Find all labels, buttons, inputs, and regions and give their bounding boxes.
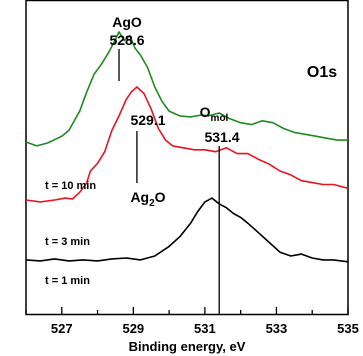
ago-label: AgO bbox=[112, 14, 142, 30]
curve-label-t3: t = 3 min bbox=[45, 236, 90, 248]
plot-frame bbox=[25, 0, 349, 316]
ago-value: 528.6 bbox=[109, 32, 144, 48]
ag2o-label-tail: O bbox=[155, 189, 166, 205]
x-tick-label: 531 bbox=[194, 321, 216, 336]
x-tick-label: 535 bbox=[337, 321, 359, 336]
series-line-t3 bbox=[25, 86, 349, 203]
omol-value: 531.4 bbox=[204, 129, 239, 145]
x-tick-label: 533 bbox=[266, 321, 288, 336]
omol-label-base: O bbox=[200, 104, 211, 120]
panel-label: O1s bbox=[307, 64, 337, 81]
omol-label-sub: mol bbox=[211, 113, 229, 124]
series-line-t10 bbox=[25, 31, 348, 147]
x-axis-label: Binding energy, eV bbox=[129, 339, 246, 354]
omol-label: Omol bbox=[200, 104, 229, 124]
x-axis-ticks: 527 529 531 533 535 bbox=[25, 307, 359, 336]
curve-label-t10: t = 10 min bbox=[45, 180, 96, 192]
ag2o-label-base: Ag bbox=[130, 189, 149, 205]
ag2o-label-sub: 2 bbox=[149, 198, 155, 209]
series-line-t1 bbox=[25, 197, 349, 263]
curve-label-t1: t = 1 min bbox=[45, 275, 90, 287]
ag2o-value: 529.1 bbox=[130, 112, 165, 128]
ag2o-label: Ag2O bbox=[130, 189, 165, 209]
x-tick-label: 527 bbox=[51, 321, 73, 336]
x-tick-label: 529 bbox=[122, 321, 144, 336]
